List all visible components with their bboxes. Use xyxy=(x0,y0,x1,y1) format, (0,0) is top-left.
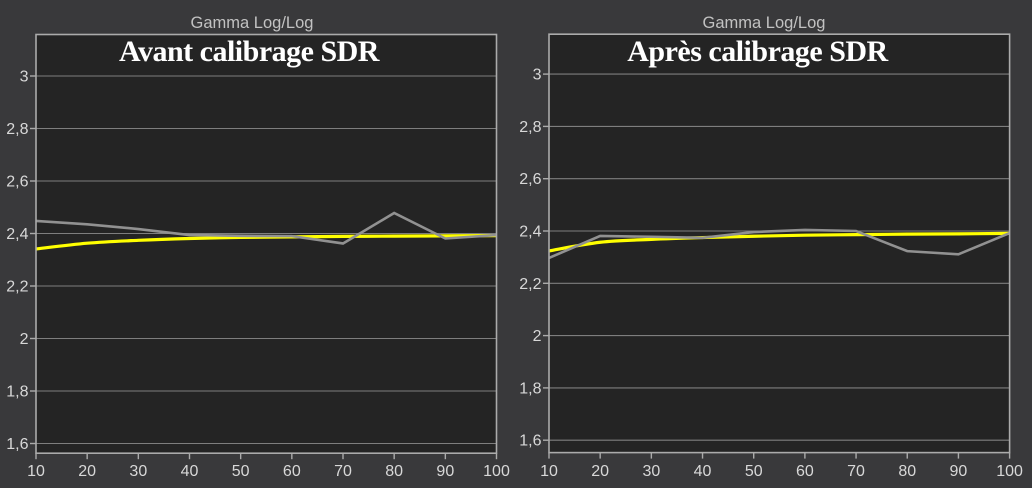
plot-area xyxy=(36,34,497,454)
x-axis-tick-label: 100 xyxy=(483,463,510,480)
x-axis-tick-label: 80 xyxy=(898,463,916,480)
chart-title: Avant calibrage SDR xyxy=(119,35,380,68)
chart-title: Après calibrage SDR xyxy=(627,35,888,68)
y-axis-tick-label: 1,6 xyxy=(519,433,541,450)
reference-gamma-curve xyxy=(548,231,1010,253)
plot-border xyxy=(35,33,498,455)
chart-heading: Gamma Log/Log xyxy=(703,14,826,32)
y-axis-tick-label: 2,6 xyxy=(519,171,541,188)
y-axis-tick-label: 2,2 xyxy=(6,279,28,296)
y-axis-tick-label: 3 xyxy=(533,67,542,84)
y-axis-tick-label: 1,8 xyxy=(519,380,541,397)
measured-gamma-curve xyxy=(548,228,1011,260)
y-axis-tick-label: 2,4 xyxy=(6,226,28,243)
x-axis-tick-label: 70 xyxy=(847,463,865,480)
x-axis-tick-label: 20 xyxy=(78,463,96,480)
x-axis-tick-label: 30 xyxy=(642,463,660,480)
x-axis-tick-label: 20 xyxy=(591,463,609,480)
x-axis-tick-label: 90 xyxy=(436,463,454,480)
x-axis-tick-label: 10 xyxy=(540,463,558,480)
x-axis-tick-label: 30 xyxy=(129,463,147,480)
x-axis-tick-label: 50 xyxy=(232,463,250,480)
x-axis-tick-label: 10 xyxy=(27,463,45,480)
y-axis-tick-label: 2,6 xyxy=(6,174,28,191)
y-axis-tick-label: 3 xyxy=(20,69,29,86)
x-axis-tick-label: 60 xyxy=(283,463,301,480)
x-axis-tick-label: 70 xyxy=(334,463,352,480)
x-axis-tick-label: 60 xyxy=(796,463,814,480)
x-axis-tick-label: 40 xyxy=(181,463,199,480)
y-axis-tick-label: 2,2 xyxy=(519,276,541,293)
y-axis-tick-label: 1,6 xyxy=(6,436,28,453)
x-axis-tick-label: 80 xyxy=(385,463,403,480)
x-axis-tick-label: 50 xyxy=(745,463,763,480)
x-axis-tick-label: 100 xyxy=(996,463,1023,480)
measured-gamma-curve xyxy=(35,211,497,245)
plot-border xyxy=(548,33,1011,454)
chart-heading: Gamma Log/Log xyxy=(191,14,314,32)
y-axis-tick-label: 1,8 xyxy=(6,384,28,401)
x-axis-tick-label: 90 xyxy=(950,463,968,480)
y-axis-tick-label: 2,8 xyxy=(6,121,28,138)
x-axis-tick-label: 40 xyxy=(694,463,712,480)
plot-area xyxy=(549,34,1010,453)
y-axis-tick-label: 2 xyxy=(533,328,542,345)
y-axis-tick-label: 2 xyxy=(20,331,29,348)
y-axis-tick-label: 2,8 xyxy=(519,119,541,136)
y-axis-tick-label: 2,4 xyxy=(519,224,541,241)
